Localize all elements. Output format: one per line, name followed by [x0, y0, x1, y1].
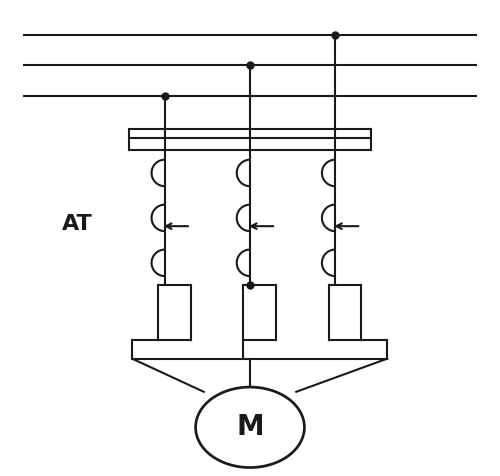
Text: AT: AT	[62, 214, 92, 234]
Text: M: M	[236, 413, 264, 441]
